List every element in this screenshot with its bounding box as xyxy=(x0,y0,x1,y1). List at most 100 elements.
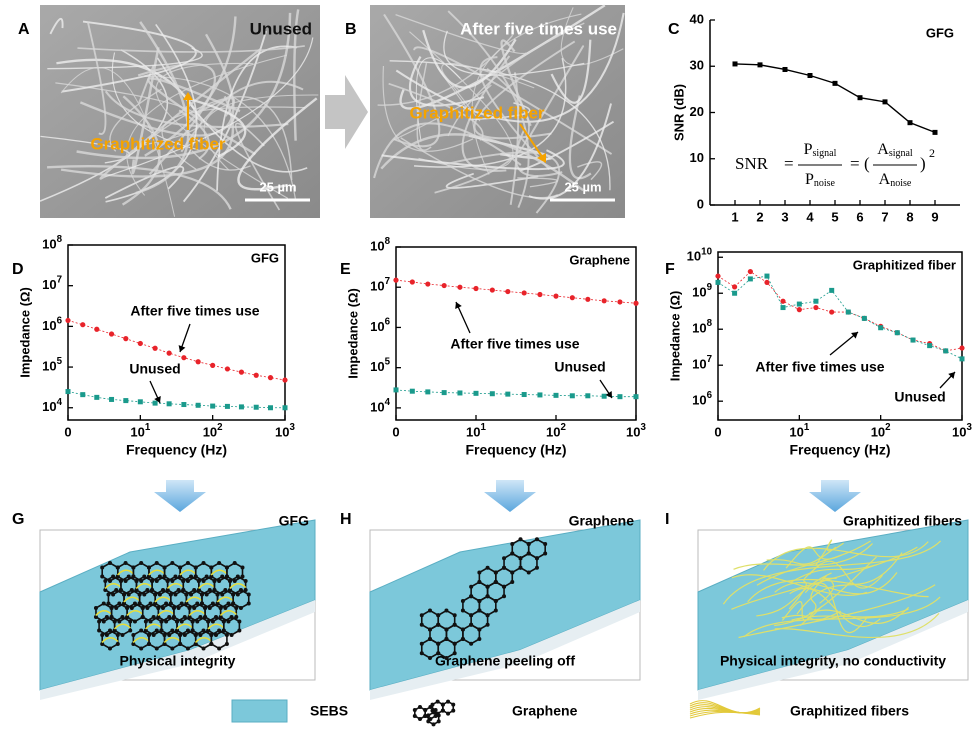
atom xyxy=(469,623,473,627)
legend-label: Graphitized fibers xyxy=(790,703,909,719)
y-tick-label: 108 xyxy=(42,234,62,252)
atom xyxy=(116,566,120,570)
data-point xyxy=(138,399,143,404)
x-tick-label: 8 xyxy=(906,209,913,224)
atom xyxy=(241,566,245,570)
atom xyxy=(209,633,213,637)
chart-title: GFG xyxy=(251,250,279,265)
atom xyxy=(426,719,430,723)
data-point xyxy=(167,401,172,406)
y-tick-label: 109 xyxy=(692,282,712,300)
atom xyxy=(543,542,547,546)
data-point xyxy=(537,392,542,397)
atom xyxy=(527,552,531,556)
atom xyxy=(226,602,230,606)
atom xyxy=(124,561,128,565)
atom xyxy=(502,594,506,598)
series-label: After five times use xyxy=(130,303,259,319)
atom xyxy=(217,629,221,633)
atom xyxy=(446,700,450,704)
data-point xyxy=(94,395,99,400)
atom xyxy=(178,566,182,570)
panel-label: H xyxy=(340,511,352,528)
atom xyxy=(128,629,132,633)
atom xyxy=(527,571,531,575)
atom xyxy=(223,588,227,592)
atom xyxy=(202,647,206,651)
atom xyxy=(173,575,177,579)
data-point xyxy=(490,391,495,396)
figure: ABCDEFGHIUnused25 µmAfter five times use… xyxy=(0,0,972,728)
atom xyxy=(205,575,209,579)
chart-title: GFG xyxy=(926,25,954,40)
data-point xyxy=(239,404,244,409)
y-tick-label: 104 xyxy=(42,396,62,414)
atom xyxy=(477,637,481,641)
data-point xyxy=(394,387,399,392)
data-point xyxy=(943,348,948,353)
atom xyxy=(195,602,199,606)
chart-title: Graphitized fiber xyxy=(853,257,956,272)
atom xyxy=(181,579,185,583)
scale-bar-label: 25 µm xyxy=(259,179,296,194)
data-point xyxy=(733,61,738,66)
data-point xyxy=(846,310,851,315)
atom xyxy=(446,712,450,716)
x-tick-label: 102 xyxy=(203,422,223,440)
flow-arrow xyxy=(154,480,206,512)
series-label: Unused xyxy=(894,389,945,405)
data-point xyxy=(960,356,965,361)
data-point xyxy=(153,401,158,406)
atom xyxy=(128,620,132,624)
data-point xyxy=(65,318,70,323)
data-point xyxy=(505,289,510,294)
x-tick-label: 103 xyxy=(626,422,646,440)
data-point xyxy=(748,276,753,281)
x-tick-label: 1 xyxy=(731,209,738,224)
atom xyxy=(236,575,240,579)
data-point xyxy=(181,402,186,407)
panel-label: B xyxy=(345,21,357,38)
legend-label: Graphene xyxy=(512,703,578,719)
data-point xyxy=(210,363,215,368)
atom xyxy=(186,629,190,633)
atom xyxy=(177,588,181,592)
panel-label: F xyxy=(665,261,675,278)
atom xyxy=(233,561,237,565)
y-tick-label: 107 xyxy=(42,274,62,292)
y-tick-label: 105 xyxy=(370,356,390,374)
atom xyxy=(423,708,427,712)
atom xyxy=(486,623,490,627)
atom xyxy=(477,599,481,603)
data-point xyxy=(167,351,172,356)
data-point xyxy=(473,286,478,291)
x-tick-label: 9 xyxy=(931,209,938,224)
atom xyxy=(430,703,434,707)
atom xyxy=(420,623,424,627)
data-point xyxy=(933,130,938,135)
data-point xyxy=(570,393,575,398)
atom xyxy=(116,642,120,646)
atom xyxy=(191,620,195,624)
x-tick-label: 0 xyxy=(64,424,71,439)
panel-label: C xyxy=(668,21,680,38)
data-point xyxy=(268,375,273,380)
data-point xyxy=(505,392,510,397)
y-tick-label: 108 xyxy=(692,318,712,336)
y-tick-label: 108 xyxy=(370,236,390,254)
y-tick-label: 106 xyxy=(370,316,390,334)
illustration-title: GFG xyxy=(279,513,309,529)
atom xyxy=(486,585,490,589)
data-point xyxy=(732,284,737,289)
x-tick-label: 5 xyxy=(831,209,838,224)
atom xyxy=(535,556,539,560)
x-tick-label: 101 xyxy=(130,422,150,440)
atom xyxy=(217,561,221,565)
y-tick-label: 40 xyxy=(690,11,704,26)
atom xyxy=(527,542,531,546)
data-point xyxy=(959,345,964,350)
atom xyxy=(418,705,422,709)
equation-text: 2 xyxy=(929,146,935,160)
atom xyxy=(203,606,207,610)
equation-text: Asignal xyxy=(877,141,913,160)
